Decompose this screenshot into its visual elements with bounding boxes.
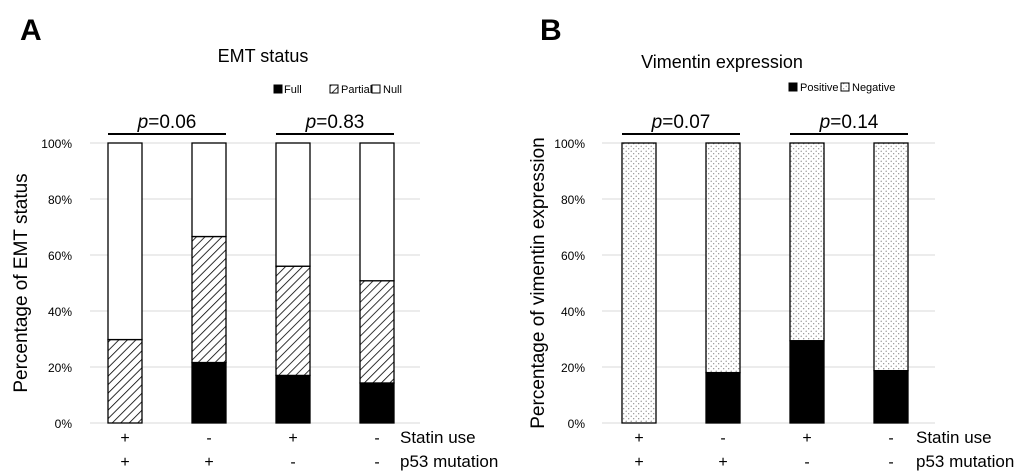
- panel-b-yticks: 0% 20% 40% 60% 80% 100%: [554, 137, 585, 431]
- panel-b-legend: Positive Negative: [788, 82, 895, 94]
- y-tick-label: 20%: [561, 361, 585, 375]
- legend-swatch: [273, 84, 283, 94]
- group-row-mark: +: [634, 454, 643, 471]
- bar-segment-partial: [275, 265, 311, 377]
- bar-segment-full: [191, 361, 227, 424]
- group-row-mark: +: [204, 454, 213, 471]
- panel-b-annotations: p=0.07 p=0.14: [622, 112, 908, 135]
- y-tick-label: 0%: [568, 417, 586, 431]
- panel-b-group-rows: + - + - Statin use + + - - p53 mutation: [634, 428, 1014, 471]
- legend-swatch: [840, 82, 850, 92]
- p-symbol: p: [305, 112, 317, 133]
- y-tick-label: 80%: [561, 193, 585, 207]
- panel-a-group-rows: + - + - Statin use + + - - p53 mutation: [120, 428, 498, 471]
- y-tick-label: 60%: [48, 249, 72, 263]
- bar-segment-positive: [789, 340, 825, 424]
- group-row-mark: +: [718, 454, 727, 471]
- group-row-mark: -: [206, 430, 211, 447]
- group-row-label: p53 mutation: [400, 452, 498, 471]
- y-tick-label: 40%: [561, 305, 585, 319]
- group-row-label: Statin use: [916, 428, 992, 447]
- panel-b-label: B: [540, 14, 562, 47]
- p-value-annotation: p=0.06: [137, 112, 197, 133]
- p-value: =0.83: [316, 112, 364, 133]
- bar-segment-full: [359, 382, 395, 424]
- legend-label: Partial: [341, 84, 372, 96]
- bar-segment-positive: [873, 369, 909, 424]
- legend-label: Positive: [800, 82, 839, 94]
- y-tick-label: 20%: [48, 361, 72, 375]
- y-tick-label: 100%: [41, 137, 72, 151]
- group-row-mark: +: [288, 430, 297, 447]
- panel-b-ylabel: Percentage of vimentin expression: [528, 137, 549, 429]
- group-row-mark: -: [888, 430, 893, 447]
- panel-b: B Vimentin expression Percentage of vime…: [528, 14, 1014, 471]
- panel-a-bars: [107, 142, 395, 424]
- panel-a-legend: Full Partial Null: [273, 84, 402, 96]
- p-value: =0.14: [830, 112, 879, 133]
- panel-a-annotations: p=0.06 p=0.83: [108, 112, 394, 135]
- group-row-mark: -: [720, 430, 725, 447]
- p-symbol: p: [819, 112, 831, 133]
- panel-a-ylabel: Percentage of EMT status: [11, 173, 32, 392]
- panel-a: A EMT status Percentage of EMT status Fu…: [11, 14, 498, 471]
- bar-segment-negative: [873, 142, 909, 372]
- group-row-mark: -: [374, 430, 379, 447]
- group-row-mark: +: [802, 430, 811, 447]
- bar-segment-null: [191, 142, 227, 238]
- bar-segment-null: [359, 142, 395, 282]
- p-value: =0.07: [662, 112, 710, 133]
- bar-segment-null: [275, 142, 311, 267]
- group-row-mark: -: [290, 454, 295, 471]
- bar-segment-partial: [359, 280, 395, 384]
- group-row-mark: -: [374, 454, 379, 471]
- panel-a-yticks: 0% 20% 40% 60% 80% 100%: [41, 137, 72, 431]
- panel-b-bars: [621, 142, 909, 424]
- bar-segment-partial: [191, 235, 227, 364]
- panel-b-title: Vimentin expression: [641, 52, 803, 72]
- y-tick-label: 40%: [48, 305, 72, 319]
- panel-a-label: A: [20, 14, 42, 47]
- legend-swatch: [371, 84, 381, 94]
- bar-segment-positive: [705, 371, 741, 424]
- bar-segment-full: [275, 374, 311, 424]
- y-tick-label: 80%: [48, 193, 72, 207]
- bar-segment-partial: [107, 338, 143, 424]
- p-value: =0.06: [148, 112, 196, 133]
- panel-a-title: EMT status: [218, 46, 309, 66]
- p-value-annotation: p=0.07: [651, 112, 711, 133]
- group-row-label: Statin use: [400, 428, 476, 447]
- bar-segment-negative: [705, 142, 741, 374]
- bar-segment-negative: [789, 142, 825, 342]
- y-tick-label: 100%: [554, 137, 585, 151]
- bar-segment-null: [107, 142, 143, 341]
- group-row-mark: +: [120, 454, 129, 471]
- group-row-mark: -: [804, 454, 809, 471]
- y-tick-label: 60%: [561, 249, 585, 263]
- bar-segment-negative: [621, 142, 657, 424]
- legend-swatch: [329, 84, 339, 94]
- p-symbol: p: [651, 112, 663, 133]
- y-tick-label: 0%: [55, 417, 73, 431]
- group-row-label: p53 mutation: [916, 452, 1014, 471]
- p-value-annotation: p=0.14: [819, 112, 879, 133]
- group-row-mark: +: [634, 430, 643, 447]
- legend-swatch: [788, 82, 798, 92]
- p-symbol: p: [137, 112, 149, 133]
- legend-label: Full: [284, 84, 302, 96]
- group-row-mark: -: [888, 454, 893, 471]
- legend-label: Negative: [852, 82, 895, 94]
- legend-label: Null: [383, 84, 402, 96]
- group-row-mark: +: [120, 430, 129, 447]
- p-value-annotation: p=0.83: [305, 112, 365, 133]
